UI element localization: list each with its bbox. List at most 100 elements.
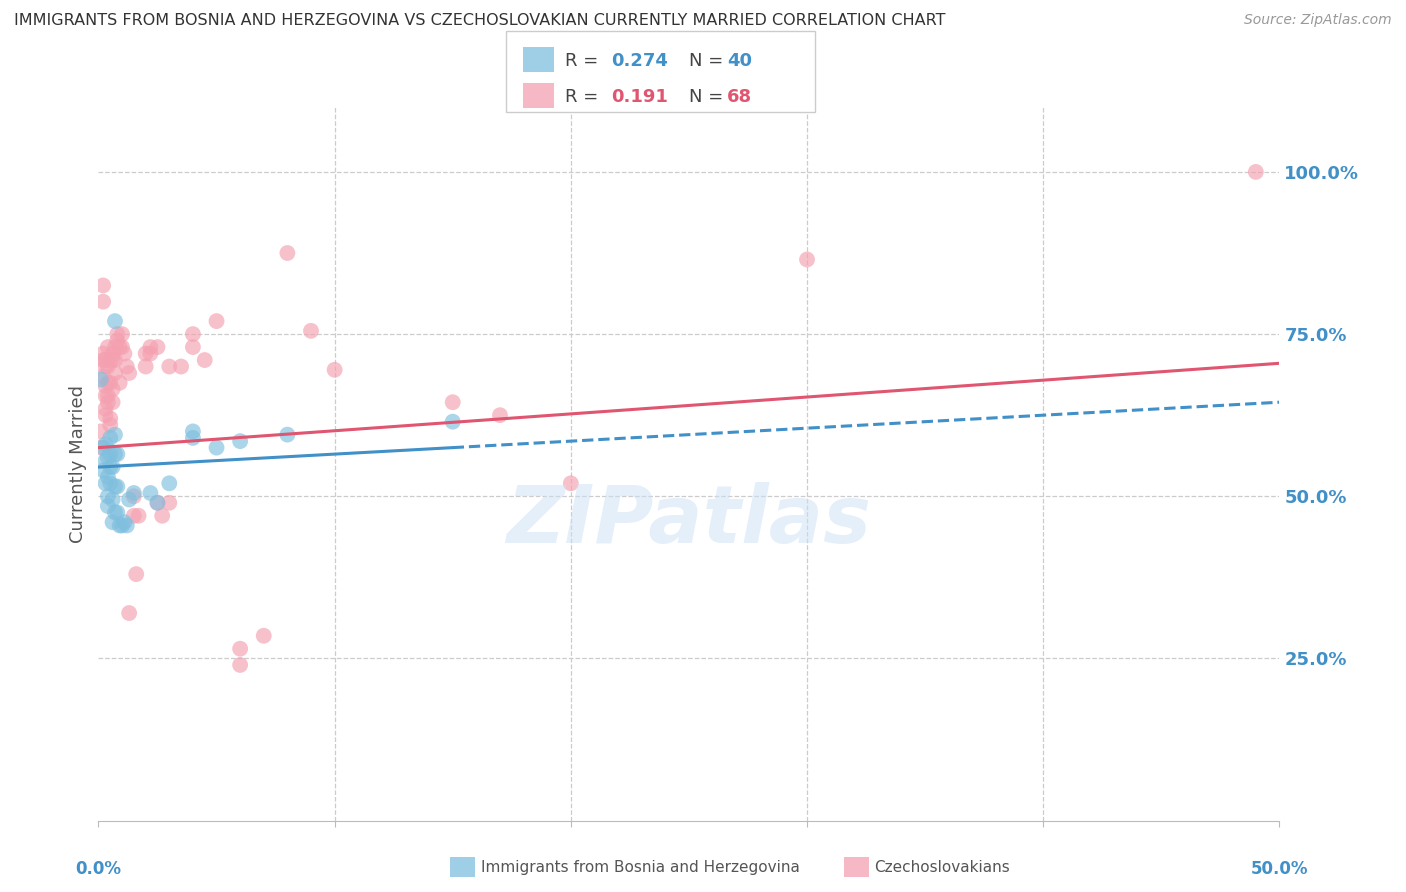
Point [139, 486, 162, 500]
Point [181, 425, 204, 439]
Point [104, 314, 127, 328]
Point [118, 492, 141, 507]
Point [135, 359, 157, 374]
Point [101, 353, 124, 368]
Text: 0.191: 0.191 [612, 88, 668, 106]
Point [205, 314, 228, 328]
Text: R =: R = [565, 52, 605, 70]
Point [94, 389, 117, 403]
Point [560, 476, 582, 491]
Point [181, 327, 204, 342]
Point [97, 340, 120, 354]
Point [97, 359, 120, 374]
Point [98, 431, 121, 445]
Point [91, 353, 114, 368]
Point [105, 327, 128, 342]
Point [90, 425, 112, 439]
Point [97, 499, 120, 513]
Point [112, 515, 135, 529]
Point [441, 395, 464, 409]
Point [108, 340, 131, 354]
Point [157, 359, 180, 374]
Point [146, 496, 169, 510]
Point [104, 447, 127, 461]
Point [90, 441, 112, 455]
Point [101, 460, 124, 475]
Point [146, 496, 169, 510]
Text: N =: N = [689, 52, 728, 70]
Point [105, 506, 128, 520]
Point [105, 334, 128, 348]
Point [181, 431, 204, 445]
Point [104, 479, 127, 493]
Point [101, 492, 124, 507]
Point [94, 437, 117, 451]
Point [125, 567, 148, 582]
Point [122, 508, 145, 523]
Point [105, 447, 128, 461]
Point [101, 382, 124, 396]
Point [111, 518, 134, 533]
Point [229, 641, 252, 656]
Point [108, 376, 131, 390]
Point [205, 441, 228, 455]
Point [94, 401, 117, 416]
Point [170, 359, 193, 374]
Point [115, 518, 138, 533]
Point [91, 441, 114, 455]
Point [91, 346, 114, 360]
Point [90, 372, 112, 386]
Point [181, 340, 204, 354]
Point [104, 353, 127, 368]
Point [112, 346, 135, 360]
Point [139, 340, 162, 354]
Point [194, 353, 217, 368]
Text: 0.274: 0.274 [612, 52, 668, 70]
Point [97, 489, 120, 503]
Point [101, 395, 124, 409]
Point [97, 470, 120, 484]
Text: 40: 40 [727, 52, 752, 70]
Point [91, 278, 114, 293]
Point [108, 518, 131, 533]
Point [104, 366, 127, 380]
Point [118, 606, 141, 620]
Point [101, 346, 124, 360]
Point [796, 252, 818, 267]
Point [98, 376, 121, 390]
Point [91, 463, 114, 477]
Point [229, 657, 252, 672]
Point [98, 411, 121, 425]
Point [104, 427, 127, 442]
Point [441, 415, 464, 429]
Point [323, 363, 346, 377]
Text: Czechoslovakians: Czechoslovakians [875, 860, 1011, 874]
Text: IMMIGRANTS FROM BOSNIA AND HERZEGOVINA VS CZECHOSLOVAKIAN CURRENTLY MARRIED CORR: IMMIGRANTS FROM BOSNIA AND HERZEGOVINA V… [14, 13, 946, 29]
Point [253, 629, 276, 643]
Point [104, 506, 127, 520]
Point [98, 447, 121, 461]
Point [91, 369, 114, 384]
Point [128, 508, 150, 523]
Point [146, 340, 169, 354]
Point [94, 379, 117, 393]
Text: N =: N = [689, 88, 728, 106]
Point [94, 353, 117, 368]
Point [276, 246, 298, 260]
Point [150, 508, 173, 523]
Point [105, 479, 128, 493]
Point [101, 515, 124, 529]
Point [157, 496, 180, 510]
Point [229, 434, 252, 449]
Point [97, 389, 120, 403]
Point [111, 340, 134, 354]
Point [98, 476, 121, 491]
Point [97, 450, 120, 465]
Point [98, 417, 121, 432]
Point [97, 376, 120, 390]
Point [489, 408, 512, 422]
Text: R =: R = [565, 88, 610, 106]
Point [97, 395, 120, 409]
Point [115, 359, 138, 374]
Point [299, 324, 322, 338]
